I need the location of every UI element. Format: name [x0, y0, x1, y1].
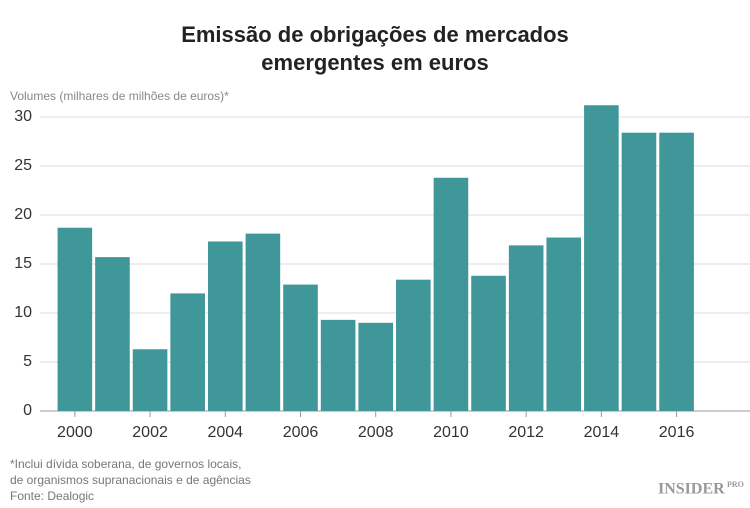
source: Fonte: Dealogic	[10, 489, 94, 503]
footnote: de organismos supranacionais e de agênci…	[10, 473, 251, 487]
bar	[584, 105, 619, 412]
bar	[508, 245, 544, 411]
bar	[621, 132, 657, 411]
bar	[132, 349, 168, 411]
x-tick-label: 2010	[433, 424, 469, 441]
x-tick-label: 2016	[659, 424, 695, 441]
footnote: *Inclui dívida soberana, de governos loc…	[10, 457, 241, 471]
chart-title: emergentes em euros	[261, 50, 488, 75]
bar	[433, 177, 469, 411]
x-tick-label: 2012	[508, 424, 544, 441]
x-tick-label: 2004	[207, 424, 243, 441]
y-tick-label: 5	[23, 353, 32, 370]
logo-sub: PRO	[727, 480, 744, 489]
bar	[245, 233, 281, 411]
y-tick-label: 10	[14, 304, 32, 321]
bar	[471, 275, 506, 411]
y-tick-label: 20	[14, 206, 32, 223]
chart-title: Emissão de obrigações de mercados	[181, 22, 569, 47]
y-axis-label: Volumes (milhares de milhões de euros)*	[10, 89, 229, 103]
y-tick-label: 0	[23, 402, 32, 419]
x-tick-label: 2008	[358, 424, 394, 441]
bar	[170, 293, 205, 411]
bar	[320, 319, 356, 411]
x-tick-label: 2000	[57, 424, 93, 441]
y-tick-label: 15	[14, 255, 32, 272]
bar	[358, 322, 394, 411]
bar	[207, 241, 243, 411]
x-tick-label: 2014	[584, 424, 620, 441]
bar	[57, 227, 93, 411]
x-tick-label: 2002	[132, 424, 168, 441]
bar	[396, 279, 431, 411]
logo: INSIDER	[658, 481, 725, 498]
bar	[659, 132, 694, 411]
y-tick-label: 25	[14, 157, 32, 174]
x-tick-label: 2006	[283, 424, 319, 441]
y-tick-label: 30	[14, 108, 32, 125]
bar	[95, 257, 130, 411]
bar	[546, 237, 582, 411]
bar	[283, 284, 318, 411]
